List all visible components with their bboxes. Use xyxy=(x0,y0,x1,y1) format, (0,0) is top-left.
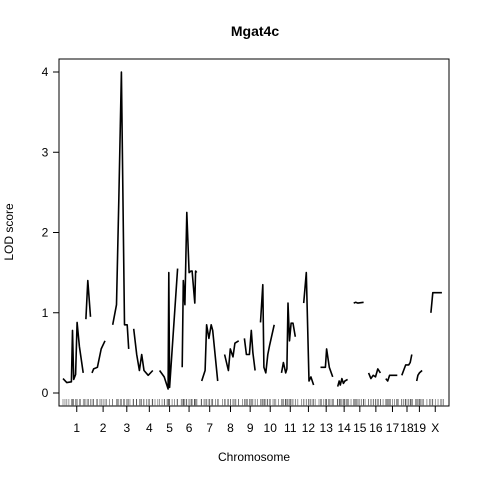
lod-curve-chr-14 xyxy=(336,377,349,387)
x-tick-label-chr-19: 19 xyxy=(413,421,427,435)
y-tick-label: 1 xyxy=(42,306,49,320)
lod-curve-chr-12 xyxy=(302,271,315,386)
chart-title: Mgat4c xyxy=(231,23,279,39)
x-tick-label-chr-4: 4 xyxy=(146,421,153,435)
lod-curve-chr-1 xyxy=(62,321,84,384)
lod-curve-chr-3 xyxy=(111,71,130,349)
x-tick-label-chr-18: 18 xyxy=(400,421,414,435)
lod-curves xyxy=(62,71,442,390)
x-axis: 1 2 3 4 5 6 7 8 9 10 11 12 13 14 15 16 17 18 19 X xyxy=(73,405,442,435)
y-axis: 0 1 2 3 4 xyxy=(42,65,60,400)
lod-curve-chr-2 xyxy=(91,340,106,374)
lod-curve-chr-15 xyxy=(353,301,364,304)
lod-curve-chr-13 xyxy=(320,348,334,378)
x-tick-label-chr-2: 2 xyxy=(100,421,107,435)
x-tick-label-chr-14: 14 xyxy=(337,421,351,435)
x-tick-label-chr-8: 8 xyxy=(227,421,234,435)
x-tick-label-chr-17: 17 xyxy=(386,421,400,435)
lod-curve-chr-18 xyxy=(401,354,413,376)
marker-rug xyxy=(62,399,444,406)
y-axis-label: LOD score xyxy=(2,203,16,261)
lod-curve-chr-9 xyxy=(243,329,256,371)
y-tick-label: 4 xyxy=(42,65,49,79)
lod-curve-chr-5 xyxy=(158,268,179,390)
x-tick-label-chr-6: 6 xyxy=(186,421,193,435)
lod-curve-chr-8 xyxy=(223,340,240,372)
x-axis-label: Chromosome xyxy=(218,450,290,464)
x-tick-label-chr-11: 11 xyxy=(284,421,297,435)
x-tick-label-chr-5: 5 xyxy=(166,421,173,435)
lod-curve-chr-16 xyxy=(367,368,382,380)
x-tick-label-chr-12: 12 xyxy=(302,421,316,435)
x-tick-label-chr-X: X xyxy=(431,421,439,435)
x-tick-label-chr-15: 15 xyxy=(353,421,367,435)
x-tick-label-chr-3: 3 xyxy=(123,421,130,435)
lod-curve-chr-17 xyxy=(385,374,398,382)
lod-curve-chr-10 xyxy=(259,283,275,374)
y-tick-label: 0 xyxy=(42,386,49,400)
lod-curve-chr-11 xyxy=(280,302,297,374)
lod-curve-chr-X xyxy=(430,291,442,313)
lod-curve-chr-1b xyxy=(85,279,92,320)
x-tick-label-chr-9: 9 xyxy=(247,421,254,435)
y-tick-label: 3 xyxy=(42,145,49,159)
x-tick-label-chr-16: 16 xyxy=(369,421,383,435)
x-tick-label-chr-1: 1 xyxy=(73,421,80,435)
x-tick-label-chr-10: 10 xyxy=(264,421,278,435)
lod-curve-chr-4 xyxy=(132,328,154,377)
y-tick-label: 2 xyxy=(42,226,49,240)
x-tick-label-chr-13: 13 xyxy=(320,421,334,435)
x-tick-label-chr-7: 7 xyxy=(206,421,213,435)
lod-curve-chr-6 xyxy=(181,211,198,368)
lod-curve-chr-19 xyxy=(415,369,423,382)
lod-curve-chr-7 xyxy=(200,323,219,382)
